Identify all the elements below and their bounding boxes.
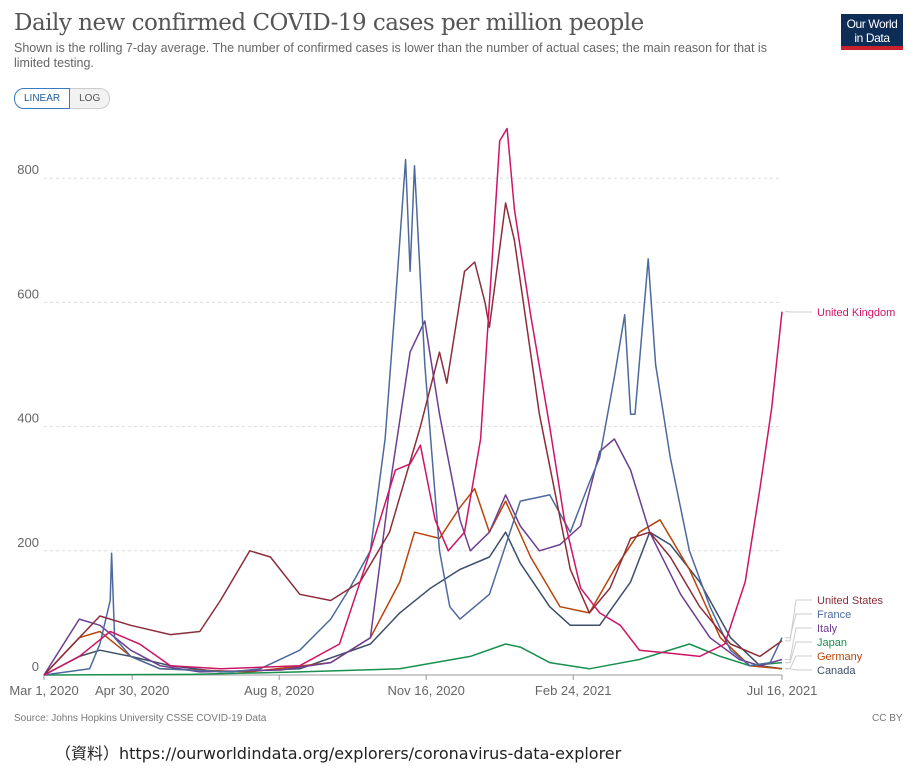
line-chart: 0 200 400 600 800 Mar 1, 2020 Apr 30, 2020 Aug …	[9, 127, 895, 698]
x-tick-label: Mar 1, 2020	[9, 683, 78, 698]
legend-label-italy: Italy	[817, 623, 838, 635]
series-line-united-states	[43, 202, 783, 676]
legend-leader-line	[785, 655, 812, 670]
legend-label-france: France	[817, 609, 851, 621]
chart-subtitle: Shown is the rolling 7-day average. The …	[14, 41, 767, 70]
x-tick-label: Feb 24, 2021	[535, 683, 612, 698]
series-line-united-kingdom	[43, 127, 783, 676]
chart-title: Daily new confirmed COVID-19 cases per m…	[14, 10, 644, 36]
legend-leader-line	[785, 641, 812, 664]
y-tick-label: 200	[17, 535, 39, 550]
linear-button[interactable]: LINEAR	[14, 88, 71, 109]
x-tick-label: Apr 30, 2020	[95, 683, 169, 698]
source-note: （資料）https://ourworldindata.org/explorers…	[55, 744, 622, 763]
license-link[interactable]: CC BY	[872, 713, 903, 724]
series-line-canada	[43, 531, 783, 676]
series-line-italy	[43, 320, 783, 676]
legend-label-japan: Japan	[817, 637, 847, 649]
source-text: Source: Johns Hopkins University CSSE CO…	[14, 713, 267, 724]
legend-leader-line	[785, 627, 812, 660]
legend-leader-line	[785, 613, 812, 639]
y-tick-label: 0	[32, 659, 39, 674]
series-line-germany	[43, 487, 783, 676]
legend-label-canada: Canada	[817, 665, 856, 677]
owid-logo[interactable]: Our World in Data	[841, 14, 903, 50]
legend-label-united-kingdom: United Kingdom	[817, 307, 895, 319]
legend-leader-line	[785, 599, 812, 642]
log-button[interactable]: LOG	[70, 88, 111, 109]
legend-label-united-states: United States	[817, 595, 884, 607]
series-line-france	[43, 158, 783, 676]
scale-toggle: LINEAR LOG	[14, 88, 111, 109]
y-tick-label: 400	[17, 411, 39, 426]
x-tick-label: Nov 16, 2020	[388, 683, 465, 698]
x-tick-label: Jul 16, 2021	[747, 683, 818, 698]
y-tick-label: 600	[17, 286, 39, 301]
x-tick-label: Aug 8, 2020	[244, 683, 314, 698]
series-line-japan	[43, 643, 783, 676]
legend-label-germany: Germany	[817, 651, 863, 663]
y-tick-label: 800	[17, 162, 39, 177]
